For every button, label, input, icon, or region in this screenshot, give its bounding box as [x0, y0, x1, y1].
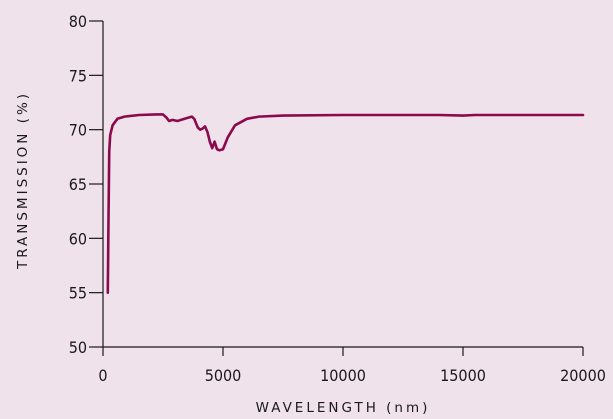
y-tick-label: 65 — [69, 175, 87, 194]
y-tick-label: 55 — [69, 284, 87, 303]
y-tick-label: 70 — [69, 121, 87, 140]
x-axis-title: WAVELENGTH (nm) — [256, 400, 431, 416]
x-axis: 0 5000 10000 15000 20000 — [98, 346, 606, 385]
series-layer — [106, 113, 585, 294]
y-axis: 50 55 60 65 70 75 80 — [69, 12, 104, 357]
x-tick-label: 0 — [98, 366, 107, 385]
transmission-series-line — [106, 113, 585, 294]
x-tick-label: 15000 — [440, 366, 486, 385]
x-tick-label: 20000 — [560, 366, 606, 385]
y-axis-title: TRANSMISSION (%) — [15, 91, 31, 270]
x-tick-label: 5000 — [205, 366, 242, 385]
x-tick-label: 10000 — [320, 366, 366, 385]
y-tick-label: 80 — [69, 12, 87, 31]
y-tick-label: 50 — [69, 338, 87, 357]
y-tick-label: 60 — [69, 229, 87, 248]
y-tick-label: 75 — [69, 66, 87, 85]
